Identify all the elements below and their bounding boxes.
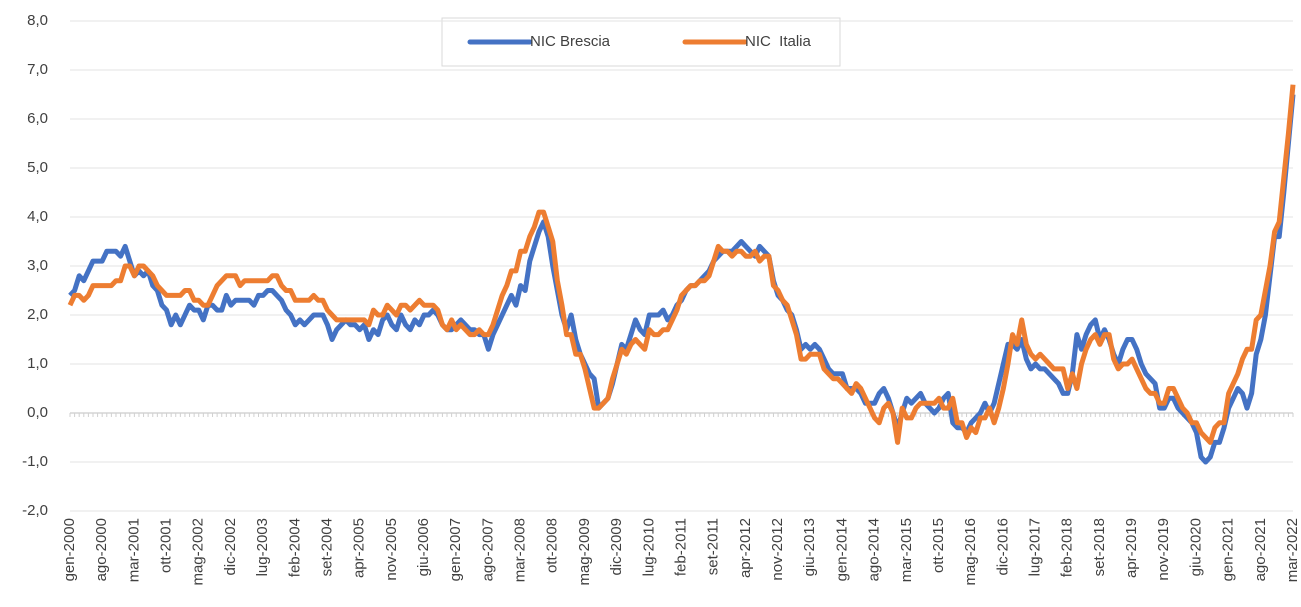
y-tick-label: -1,0 bbox=[22, 453, 48, 470]
x-tick-label: giu-2013 bbox=[801, 518, 818, 576]
y-tick-label: 1,0 bbox=[27, 355, 48, 372]
x-tick-label: gen-2007 bbox=[447, 518, 464, 581]
x-tick-label: feb-2018 bbox=[1059, 518, 1076, 577]
x-tick-label: ott-2015 bbox=[930, 518, 947, 573]
x-tick-label: dic-2009 bbox=[608, 518, 625, 576]
x-tick-label: nov-2019 bbox=[1155, 518, 1172, 581]
x-tick-label: lug-2010 bbox=[640, 518, 657, 576]
y-tick-label: 5,0 bbox=[27, 159, 48, 176]
y-tick-label: 4,0 bbox=[27, 208, 48, 225]
legend-label: NIC Brescia bbox=[530, 33, 611, 50]
x-tick-label: gen-2014 bbox=[833, 518, 850, 581]
x-tick-label: dic-2016 bbox=[994, 518, 1011, 576]
y-tick-label: 2,0 bbox=[27, 306, 48, 323]
series-line bbox=[67, 84, 1296, 445]
x-tick-label: nov-2005 bbox=[383, 518, 400, 581]
x-tick-label: apr-2005 bbox=[351, 518, 368, 578]
x-tick-label: gen-2000 bbox=[61, 518, 78, 581]
y-tick-label: 8,0 bbox=[27, 12, 48, 29]
y-tick-label: 0,0 bbox=[27, 404, 48, 421]
x-tick-label: dic-2002 bbox=[222, 518, 239, 576]
x-tick-label: feb-2011 bbox=[672, 518, 689, 576]
x-tick-label: giu-2020 bbox=[1187, 518, 1204, 576]
x-tick-label: apr-2019 bbox=[1123, 518, 1140, 578]
x-tick-label: mag-2002 bbox=[190, 518, 207, 586]
x-tick-label: ott-2001 bbox=[158, 518, 175, 573]
x-tick-label: gen-2021 bbox=[1220, 518, 1237, 581]
y-tick-label: 6,0 bbox=[27, 110, 48, 127]
legend-label: NIC Italia bbox=[745, 33, 812, 50]
x-tick-label: mar-2008 bbox=[512, 518, 529, 582]
x-tick-label: nov-2012 bbox=[769, 518, 786, 581]
y-tick-label: 3,0 bbox=[27, 257, 48, 274]
y-tick-label: -2,0 bbox=[22, 502, 48, 519]
x-tick-label: set-2018 bbox=[1091, 518, 1108, 576]
x-tick-label: mar-2015 bbox=[898, 518, 915, 582]
x-tick-label: set-2011 bbox=[705, 518, 722, 575]
y-tick-label: 7,0 bbox=[27, 61, 48, 78]
x-tick-label: mar-2001 bbox=[125, 518, 142, 582]
x-tick-label: ott-2008 bbox=[544, 518, 561, 573]
x-tick-label: ago-2007 bbox=[479, 518, 496, 581]
x-tick-label: ago-2014 bbox=[866, 518, 883, 581]
x-tick-label: mag-2009 bbox=[576, 518, 593, 586]
x-tick-label: giu-2006 bbox=[415, 518, 432, 576]
x-tick-label: ago-2021 bbox=[1252, 518, 1269, 581]
x-tick-label: set-2004 bbox=[318, 518, 335, 576]
x-tick-label: feb-2004 bbox=[286, 518, 303, 577]
x-tick-label: mar-2022 bbox=[1284, 518, 1301, 582]
x-tick-label: lug-2017 bbox=[1026, 518, 1043, 576]
x-tick-label: ago-2000 bbox=[93, 518, 110, 581]
x-tick-label: apr-2012 bbox=[737, 518, 754, 578]
x-tick-label: lug-2003 bbox=[254, 518, 271, 576]
x-tick-label: mag-2016 bbox=[962, 518, 979, 586]
